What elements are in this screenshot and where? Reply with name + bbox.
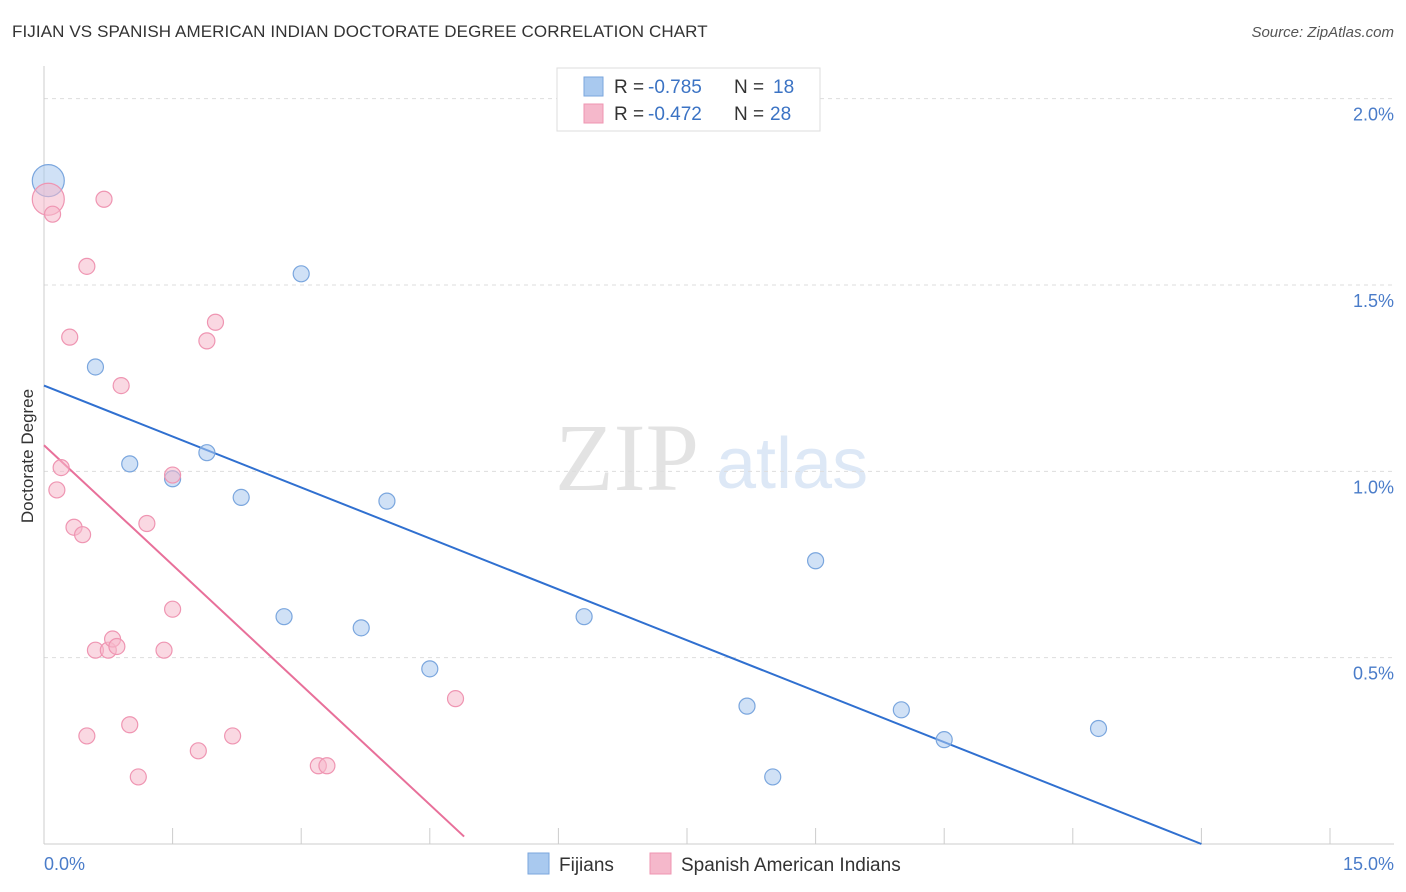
spanish-american-indians-point-9	[48, 481, 66, 499]
bottom-legend-spanish-american-indians: Spanish American Indians	[681, 855, 901, 876]
grid	[44, 98, 1394, 659]
legend-r-label-1: R =	[614, 77, 644, 98]
fijians-point-8	[275, 608, 293, 626]
fijians-point-3	[121, 455, 139, 473]
fijians-point-14	[764, 768, 782, 786]
fijians-point-2	[86, 358, 105, 376]
fijians-point-16	[935, 731, 953, 749]
spanish-american-indians-point-20	[446, 690, 465, 708]
fijians-point-1	[292, 265, 310, 283]
watermark-zip: ZIP	[555, 404, 699, 511]
legend-swatch-spanish-american-indians	[583, 103, 604, 124]
watermark: ZIP atlas	[555, 404, 868, 511]
fijians-point-7	[378, 492, 396, 510]
spanish-american-indians-point-18	[108, 637, 126, 656]
legend-n-value-2: 28	[770, 104, 791, 125]
bottom-legend-swatch-fijians	[527, 852, 550, 875]
spanish-american-indians-point-14	[164, 600, 182, 618]
spanish-american-indians-point-24	[189, 742, 207, 760]
spanish-american-indians-point-13	[138, 514, 156, 533]
legend: R = -0.785 N = 18 R = -0.472 N = 28	[556, 67, 821, 132]
legend-r-value-1: -0.785	[648, 77, 702, 98]
legend-n-value-1: 18	[773, 77, 794, 98]
y-tick-label-3: 2.0%	[1353, 105, 1394, 125]
spanish-american-indians-point-5	[198, 332, 216, 350]
trend-line-spanish-american-indians	[43, 444, 465, 838]
spanish-american-indians-point-1	[43, 205, 62, 223]
y-tick-label-2: 1.5%	[1353, 291, 1394, 311]
legend-r-label-2: R =	[614, 104, 644, 125]
spanish-american-indians-point-19	[155, 641, 173, 659]
spanish-american-indians-point-23	[224, 727, 242, 745]
legend-n-label-1: N =	[734, 77, 764, 98]
fijians-point-5	[198, 444, 216, 462]
fijians-point-9	[352, 619, 370, 637]
source-label: Source: ZipAtlas.com	[1251, 24, 1394, 41]
y-axis-title: Doctorate Degree	[18, 389, 37, 523]
fijians-point-6	[232, 488, 250, 507]
fijians-point-15	[892, 701, 910, 719]
spanish-american-indians-point-12	[73, 526, 92, 544]
spanish-american-indians-point-26	[318, 757, 336, 775]
spanish-american-indians-point-4	[61, 328, 79, 346]
fijians-point-13	[738, 697, 756, 715]
bottom-legend: Fijians Spanish American Indians	[527, 852, 901, 876]
y-tick-label-1: 1.0%	[1353, 477, 1394, 497]
legend-r-value-2: -0.472	[648, 104, 702, 125]
bottom-legend-fijians: Fijians	[559, 855, 614, 876]
legend-n-label-2: N =	[734, 104, 764, 125]
spanish-american-indians-point-2	[95, 190, 113, 208]
spanish-american-indians-point-21	[121, 716, 139, 734]
spanish-american-indians-point-7	[112, 377, 130, 395]
x-tick-label-min: 0.0%	[44, 854, 85, 874]
trend-lines	[43, 384, 1202, 845]
bottom-legend-swatch-spanish-american-indians	[649, 852, 672, 875]
fijians-point-17	[1089, 719, 1108, 738]
chart-title: FIJIAN VS SPANISH AMERICAN INDIAN DOCTOR…	[12, 22, 708, 41]
x-tick-label-max: 15.0%	[1343, 854, 1394, 874]
legend-swatch-fijians	[583, 76, 604, 97]
fijians-point-12	[806, 552, 825, 570]
fijians-point-10	[421, 660, 439, 678]
spanish-american-indians-point-8	[52, 458, 70, 477]
trend-line-fijians	[43, 384, 1202, 845]
watermark-atlas: atlas	[716, 424, 868, 504]
spanish-american-indians-point-22	[78, 727, 96, 745]
spanish-american-indians-point-6	[206, 313, 225, 331]
spanish-american-indians-point-10	[164, 466, 182, 484]
spanish-american-indians-point-3	[78, 257, 96, 275]
data-points	[31, 164, 1108, 786]
y-tick-label-0: 0.5%	[1353, 664, 1394, 684]
spanish-american-indians-point-27	[129, 768, 147, 786]
y-tick-labels: 0.5% 1.0% 1.5% 2.0%	[1353, 105, 1394, 684]
fijians-point-11	[575, 608, 593, 626]
